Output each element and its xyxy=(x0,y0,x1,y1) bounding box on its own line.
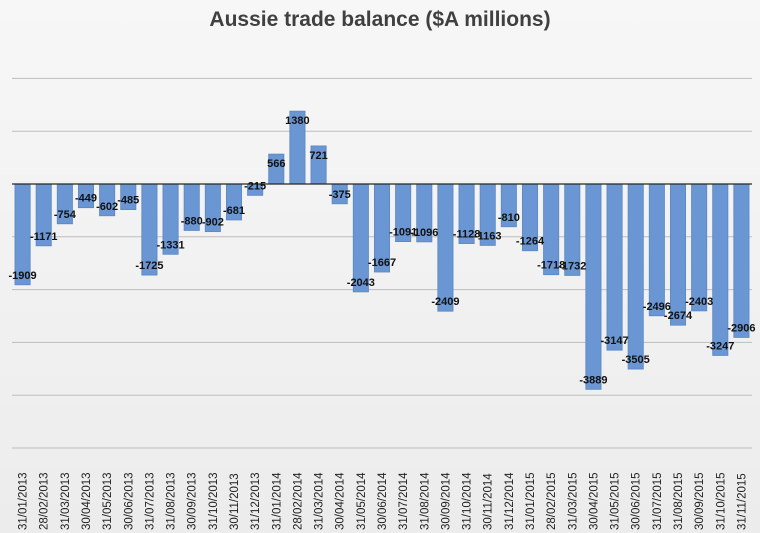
bar xyxy=(691,183,708,312)
x-tick-label: 31/10/2013 xyxy=(208,472,220,530)
data-label: -449 xyxy=(75,193,97,205)
x-tick-label: 31/07/2013 xyxy=(144,472,156,530)
x-tick-label: 31/10/2014 xyxy=(462,472,474,530)
x-tick-label: 31/05/2013 xyxy=(102,472,114,530)
bar xyxy=(627,183,644,370)
bar xyxy=(733,183,750,338)
x-tick-label: 31/08/2013 xyxy=(166,472,178,530)
bar xyxy=(669,183,687,326)
data-label: -3505 xyxy=(622,354,650,366)
x-tick-label: 31/01/2013 xyxy=(18,472,30,530)
x-tick-label: 31/05/2015 xyxy=(610,472,622,530)
data-label: -485 xyxy=(117,195,139,207)
data-label: -3889 xyxy=(579,374,607,386)
x-tick-label: 30/06/2013 xyxy=(123,472,135,530)
x-tick-label: 31/03/2014 xyxy=(314,472,326,530)
x-tick-label: 31/10/2015 xyxy=(715,472,727,530)
x-tick-label: 30/11/2014 xyxy=(483,473,495,530)
data-label: -3147 xyxy=(601,335,629,347)
data-label: -1163 xyxy=(474,230,502,242)
x-tick-label: 30/06/2014 xyxy=(377,472,389,530)
chart-title: Aussie trade balance ($A millions) xyxy=(209,8,551,31)
x-tick-label: 30/04/2013 xyxy=(81,472,93,530)
data-label: -681 xyxy=(223,205,245,217)
x-tick-label: 30/11/2013 xyxy=(229,473,241,530)
data-label: -1667 xyxy=(368,257,396,269)
x-tick-label: 30/06/2015 xyxy=(631,472,643,530)
bar xyxy=(585,183,602,390)
data-label: -215 xyxy=(244,180,266,192)
data-label: -1725 xyxy=(135,260,163,272)
x-tick-label: 30/04/2015 xyxy=(588,472,600,530)
data-label: -2403 xyxy=(685,296,713,308)
x-tick-label: 31/08/2015 xyxy=(673,472,685,530)
x-tick-label: 31/01/2015 xyxy=(525,472,537,530)
data-label: -2409 xyxy=(431,296,459,308)
x-tick-label: 31/01/2014 xyxy=(271,472,283,530)
bar xyxy=(648,183,665,317)
x-tick-label: 30/09/2015 xyxy=(694,472,706,530)
x-tick-label: 31/03/2015 xyxy=(567,472,579,530)
data-label: -754 xyxy=(54,209,77,221)
data-label: -1718 xyxy=(537,260,565,272)
x-tick-label: 30/04/2014 xyxy=(335,472,347,530)
x-tick-label: 31/12/2013 xyxy=(250,472,262,530)
x-tick-label: 31/07/2014 xyxy=(398,472,410,530)
data-label: -602 xyxy=(96,201,118,213)
data-label: -2496 xyxy=(643,301,671,313)
x-tick-label: 31/03/2013 xyxy=(60,472,72,530)
x-tick-label: 31/12/2014 xyxy=(504,472,516,530)
x-tick-label: 28/02/2013 xyxy=(39,472,51,530)
bar xyxy=(712,183,729,356)
data-label: -1171 xyxy=(30,231,58,243)
x-tick-label: 28/02/2014 xyxy=(292,472,304,530)
data-label: -375 xyxy=(329,189,351,201)
bar xyxy=(606,183,623,351)
x-tick-label: 31/08/2014 xyxy=(419,472,431,530)
data-label: -3247 xyxy=(706,340,734,352)
x-tick-label: 28/02/2015 xyxy=(546,472,558,530)
bar xyxy=(352,183,369,293)
data-label: -2043 xyxy=(347,277,375,289)
data-label: -1091 xyxy=(389,227,417,239)
data-label: -2674 xyxy=(664,310,693,322)
data-label: -1732 xyxy=(558,260,586,272)
data-label: -902 xyxy=(202,217,224,229)
x-tick-label: 30/09/2013 xyxy=(187,472,199,530)
data-label: -880 xyxy=(181,215,203,227)
data-label: -1331 xyxy=(157,239,185,251)
data-label: -2906 xyxy=(727,322,755,334)
data-label: -810 xyxy=(498,212,520,224)
data-label: 721 xyxy=(309,150,327,162)
bar xyxy=(437,183,454,312)
x-tick-label: 31/05/2014 xyxy=(356,472,368,530)
x-tick-label: 31/11/2015 xyxy=(736,473,748,530)
data-label: -1264 xyxy=(516,236,545,248)
data-label: -1909 xyxy=(9,270,37,282)
x-tick-label: 30/09/2014 xyxy=(440,472,452,530)
x-tick-label: 31/07/2015 xyxy=(652,472,664,530)
data-label: 566 xyxy=(267,158,285,170)
data-label: -1128 xyxy=(453,229,481,241)
data-label: 1380 xyxy=(285,115,309,127)
data-label: -1096 xyxy=(410,227,438,239)
